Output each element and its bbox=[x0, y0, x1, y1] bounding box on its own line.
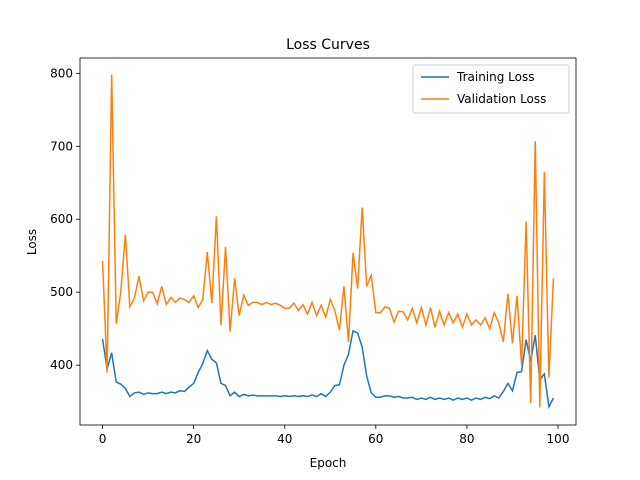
legend-box bbox=[412, 64, 570, 114]
y-tick-label: 400 bbox=[50, 358, 73, 372]
axes-frame bbox=[79, 57, 577, 426]
chart-title: Loss Curves bbox=[286, 37, 370, 53]
line-series bbox=[101, 329, 555, 410]
y-axis-label: Loss bbox=[25, 229, 39, 255]
y-tick-label: 700 bbox=[50, 139, 73, 153]
x-axis-label: Epoch bbox=[310, 456, 347, 470]
legend: Training Loss Validation Loss bbox=[412, 64, 570, 114]
x-tick-label: 20 bbox=[186, 432, 201, 446]
y-tick-label: 600 bbox=[50, 212, 73, 226]
x-tick-label: 100 bbox=[547, 432, 570, 446]
x-tick-label: 60 bbox=[368, 432, 383, 446]
x-tick-label: 80 bbox=[459, 432, 474, 446]
y-tick-label: 500 bbox=[50, 285, 73, 299]
x-tick-label: 0 bbox=[99, 432, 107, 446]
legend-label: Validation Loss bbox=[457, 92, 546, 106]
x-tick-label: 40 bbox=[277, 432, 292, 446]
line-series bbox=[101, 74, 555, 408]
legend-label: Training Loss bbox=[456, 70, 534, 84]
y-tick-label: 800 bbox=[50, 66, 73, 80]
